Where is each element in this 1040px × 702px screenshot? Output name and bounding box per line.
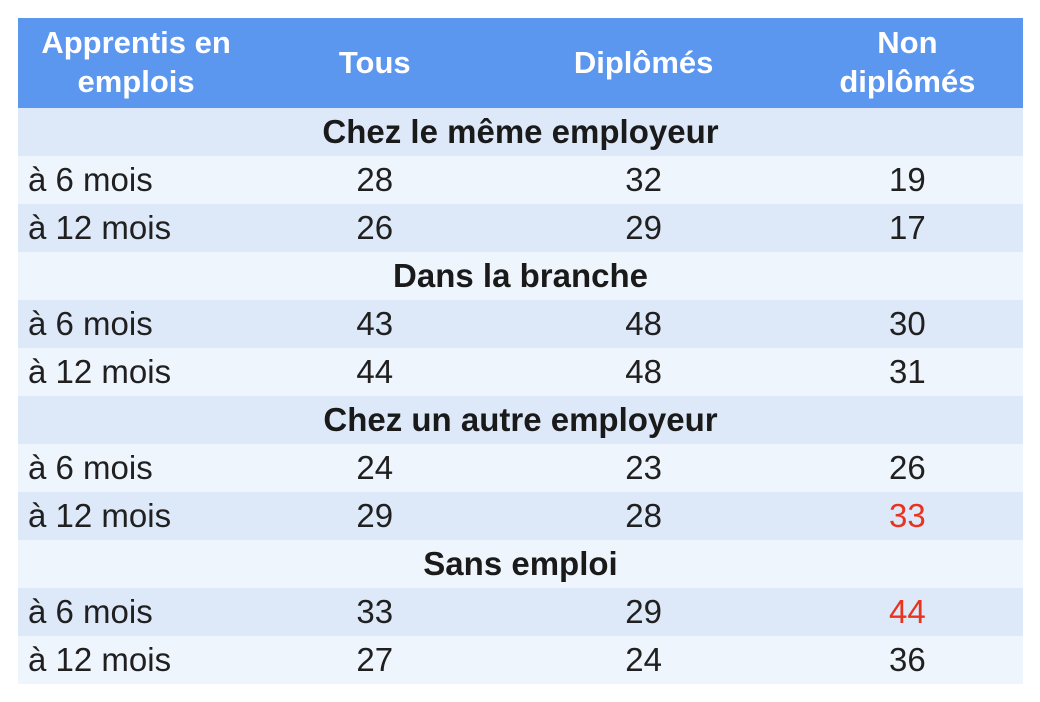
value-cell: 29	[356, 497, 394, 534]
col-header-tous: Tous	[254, 18, 495, 108]
value-cell: 43	[356, 305, 394, 342]
value-cell: 44	[889, 593, 926, 630]
data-row: à 12 mois 29 28 33	[18, 492, 1023, 540]
value-cell: 48	[625, 305, 662, 342]
value-cell: 17	[889, 209, 926, 246]
value-cell: 19	[889, 161, 926, 198]
apprentices-employment-table: Apprentis en emplois Tous Diplômés Non d…	[18, 18, 1023, 684]
col-header-non-diplomes: Non diplômés	[792, 18, 1023, 108]
row-label-cell: à 6 mois	[28, 305, 153, 342]
value-cell: 32	[625, 161, 662, 198]
value-cell: 36	[889, 641, 926, 678]
data-row: à 12 mois 44 48 31	[18, 348, 1023, 396]
row-label-cell: à 6 mois	[28, 161, 153, 198]
section-header-row: Sans emploi	[18, 540, 1023, 588]
col-header-apprentis-en-emplois: Apprentis en emplois	[18, 18, 254, 108]
col-header-label: Tous	[338, 44, 411, 80]
value-cell: 33	[889, 497, 926, 534]
value-cell: 48	[625, 353, 662, 390]
col-header-label: Diplômés	[573, 44, 714, 80]
value-cell: 23	[625, 449, 662, 486]
data-row: à 12 mois 26 29 17	[18, 204, 1023, 252]
value-cell: 29	[625, 593, 662, 630]
section-title: Chez un autre employeur	[323, 401, 718, 438]
row-label-cell: à 12 mois	[28, 641, 172, 678]
row-label-cell: à 12 mois	[28, 497, 172, 534]
data-row: à 6 mois 43 48 30	[18, 300, 1023, 348]
value-cell: 27	[356, 641, 394, 678]
value-cell: 24	[356, 449, 394, 486]
section-title: Sans emploi	[423, 545, 618, 582]
section-header-row: Chez le même employeur	[18, 108, 1023, 156]
data-row: à 6 mois 28 32 19	[18, 156, 1023, 204]
value-cell: 26	[889, 449, 926, 486]
section-header-row: Chez un autre employeur	[18, 396, 1023, 444]
value-cell: 28	[356, 161, 394, 198]
value-cell: 26	[356, 209, 394, 246]
value-cell: 28	[625, 497, 662, 534]
value-cell: 29	[625, 209, 662, 246]
value-cell: 30	[889, 305, 926, 342]
col-header-label: Non diplômés	[839, 25, 976, 99]
section-title: Chez le même employeur	[322, 113, 719, 150]
table-header-row: Apprentis en emplois Tous Diplômés Non d…	[18, 18, 1023, 108]
row-label-cell: à 6 mois	[28, 449, 153, 486]
value-cell: 44	[356, 353, 394, 390]
row-label-cell: à 12 mois	[28, 209, 172, 246]
data-row: à 6 mois 24 23 26	[18, 444, 1023, 492]
row-label-cell: à 12 mois	[28, 353, 172, 390]
section-title: Dans la branche	[393, 257, 648, 294]
value-cell: 31	[889, 353, 926, 390]
data-row: à 12 mois 27 24 36	[18, 636, 1023, 684]
col-header-label: Apprentis en emplois	[41, 25, 231, 99]
row-label-cell: à 6 mois	[28, 593, 153, 630]
value-cell: 24	[625, 641, 662, 678]
col-header-diplomes: Diplômés	[495, 18, 791, 108]
value-cell: 33	[356, 593, 394, 630]
section-header-row: Dans la branche	[18, 252, 1023, 300]
data-row: à 6 mois 33 29 44	[18, 588, 1023, 636]
